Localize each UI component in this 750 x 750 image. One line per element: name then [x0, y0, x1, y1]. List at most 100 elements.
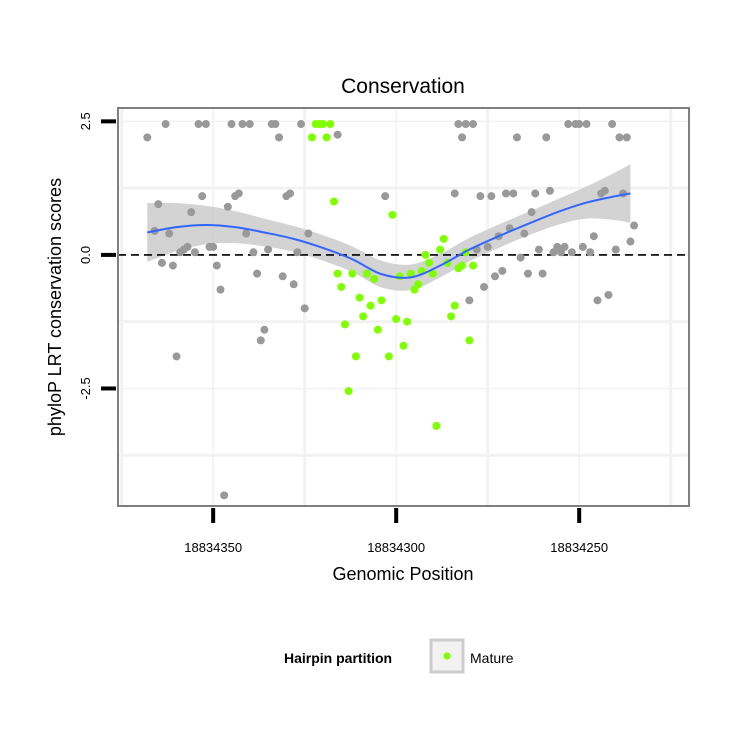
other-point	[220, 491, 229, 500]
other-point	[454, 120, 463, 129]
other-point	[245, 120, 254, 129]
other-point	[190, 248, 199, 257]
mature-point	[414, 280, 423, 289]
other-point	[381, 192, 390, 201]
other-point	[187, 208, 196, 217]
other-point	[286, 189, 295, 198]
other-point	[608, 120, 617, 129]
other-point	[461, 120, 470, 129]
other-point	[487, 192, 496, 201]
legend-label-mature: Mature	[470, 650, 514, 666]
other-point	[143, 133, 152, 142]
other-point	[534, 245, 543, 254]
mature-point	[450, 301, 459, 310]
other-point	[293, 248, 302, 257]
other-point	[600, 186, 609, 195]
other-point	[523, 269, 532, 278]
mature-point	[370, 274, 379, 283]
mature-point	[359, 312, 368, 321]
other-point	[491, 272, 500, 281]
other-point	[260, 325, 269, 334]
other-point	[483, 242, 492, 251]
other-point	[275, 133, 284, 142]
mature-point	[322, 133, 331, 142]
other-point	[516, 253, 525, 262]
other-point	[542, 133, 551, 142]
other-point	[501, 189, 510, 198]
mature-point	[439, 234, 448, 243]
x-tick-label: 18834300	[367, 540, 425, 555]
mature-point	[384, 352, 393, 361]
mature-point	[348, 269, 357, 278]
mature-point	[307, 133, 316, 142]
other-point	[223, 202, 232, 211]
mature-point	[465, 336, 474, 345]
other-point	[458, 133, 467, 142]
panel-border	[117, 107, 690, 507]
y-tick-label: 2.5	[78, 112, 93, 130]
other-point	[567, 248, 576, 257]
other-point	[630, 221, 639, 230]
mature-point	[340, 320, 349, 329]
mature-point	[326, 120, 335, 129]
other-point	[575, 120, 584, 129]
mature-point	[377, 296, 386, 305]
other-point	[165, 229, 174, 238]
other-point	[469, 120, 478, 129]
mature-point	[458, 261, 467, 270]
other-point	[168, 261, 177, 270]
legend-swatch-mature	[443, 652, 451, 660]
other-point	[297, 120, 306, 129]
other-point	[227, 120, 236, 129]
other-point	[604, 290, 613, 299]
other-point	[615, 133, 624, 142]
other-point	[278, 272, 287, 281]
mature-point	[469, 261, 478, 270]
mature-point	[344, 387, 353, 396]
mature-point	[395, 272, 404, 281]
other-point	[560, 242, 569, 251]
other-point	[264, 245, 273, 254]
other-point	[611, 245, 620, 254]
other-point	[531, 189, 540, 198]
other-point	[256, 336, 265, 345]
other-point	[183, 242, 192, 251]
mature-point	[362, 269, 371, 278]
other-point	[194, 120, 203, 129]
other-point	[242, 229, 251, 238]
mature-point	[392, 315, 401, 324]
mature-point	[351, 352, 360, 361]
smooth-trend-line	[147, 192, 631, 279]
x-axis-label: Genomic Position	[332, 564, 473, 584]
other-point	[512, 133, 521, 142]
mature-point	[366, 301, 375, 310]
other-point	[271, 120, 280, 129]
other-point	[520, 229, 529, 238]
other-point	[333, 130, 342, 139]
other-point	[198, 192, 207, 201]
mature-point	[447, 312, 456, 321]
other-point	[161, 120, 170, 129]
chart-title: Conservation	[341, 75, 465, 98]
other-point	[209, 242, 218, 251]
other-point	[545, 186, 554, 195]
x-tick-label: 18834350	[184, 540, 242, 555]
points-layer	[143, 120, 639, 500]
other-point	[498, 266, 507, 275]
y-tick-label: 0.0	[78, 246, 93, 264]
legend: Hairpin partition Mature	[284, 638, 514, 674]
y-axis-label: phyloP LRT conservation scores	[45, 178, 65, 436]
mature-point	[388, 210, 397, 219]
smooth-line-layer	[147, 192, 631, 279]
other-point	[626, 237, 635, 246]
other-point	[154, 200, 163, 209]
mature-point	[425, 258, 434, 267]
mature-point	[318, 120, 327, 129]
mature-point	[421, 250, 430, 259]
mature-point	[436, 245, 445, 254]
mature-point	[428, 269, 437, 278]
y-tick-label: -2.5	[78, 377, 93, 399]
other-point	[300, 304, 309, 313]
